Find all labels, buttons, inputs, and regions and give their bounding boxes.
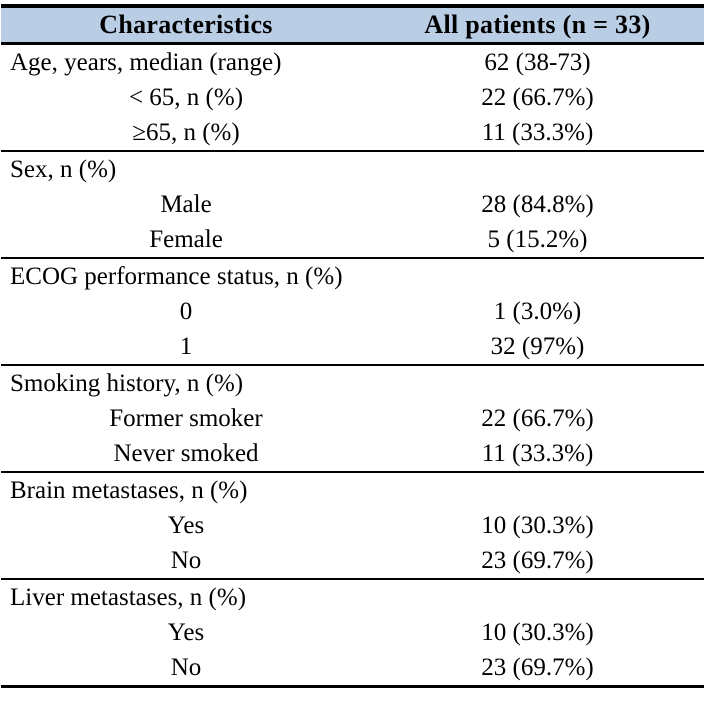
table-row: Brain metastases, n (%) (1, 472, 704, 508)
table-row: < 65, n (%) 22 (66.7%) (1, 80, 704, 115)
patient-characteristics-table: Characteristics All patients (n = 33) Ag… (1, 4, 704, 688)
row-label: Female (149, 226, 223, 253)
table-row: Yes 10 (30.3%) (1, 508, 704, 543)
row-value (371, 151, 704, 187)
row-label: Liver metastases, n (%) (10, 584, 247, 611)
table-row: No 23 (69.7%) (1, 650, 704, 687)
table-row: Smoking history, n (%) (1, 365, 704, 401)
header-all-patients: All patients (n = 33) (371, 6, 704, 45)
section-ecog: ECOG performance status, n (%) 0 1 (3.0%… (1, 258, 704, 365)
row-value: 22 (66.7%) (481, 405, 594, 432)
row-label: Brain metastases, n (%) (10, 477, 248, 504)
section-smoking: Smoking history, n (%) Former smoker 22 … (1, 365, 704, 472)
table-row: 0 1 (3.0%) (1, 294, 704, 329)
row-label: Never smoked (113, 440, 259, 467)
row-label: ≥65, n (%) (132, 119, 240, 146)
table-header: Characteristics All patients (n = 33) (1, 6, 704, 45)
header-characteristics: Characteristics (1, 6, 371, 45)
table-row: Yes 10 (30.3%) (1, 615, 704, 650)
table-row: Former smoker 22 (66.7%) (1, 401, 704, 436)
row-value: 62 (38-73) (484, 49, 591, 76)
row-value: 22 (66.7%) (481, 84, 594, 111)
row-label: Sex, n (%) (10, 156, 117, 183)
row-value: 23 (69.7%) (481, 654, 594, 681)
row-value: 10 (30.3%) (481, 619, 594, 646)
table-row: 1 32 (97%) (1, 329, 704, 365)
row-value: 11 (33.3%) (481, 119, 594, 146)
row-label: No (170, 547, 202, 574)
section-age: Age, years, median (range) 62 (38-73) < … (1, 44, 704, 152)
section-brain-metastases: Brain metastases, n (%) Yes 10 (30.3%) N… (1, 472, 704, 579)
row-label: 1 (179, 333, 193, 360)
row-value: 5 (15.2%) (487, 226, 588, 253)
header-row: Characteristics All patients (n = 33) (1, 6, 704, 45)
row-value (371, 579, 704, 615)
table-row: ≥65, n (%) 11 (33.3%) (1, 115, 704, 151)
table-row: Male 28 (84.8%) (1, 187, 704, 222)
table-row: ECOG performance status, n (%) (1, 258, 704, 294)
row-label: Yes (167, 512, 205, 539)
row-label: 0 (179, 298, 193, 325)
table-row: Liver metastases, n (%) (1, 579, 704, 615)
row-label: Age, years, median (range) (10, 49, 282, 76)
row-value: 28 (84.8%) (481, 191, 594, 218)
row-value: 1 (3.0%) (493, 298, 582, 325)
table-row: Never smoked 11 (33.3%) (1, 436, 704, 472)
row-value: 10 (30.3%) (481, 512, 594, 539)
row-label: < 65, n (%) (128, 84, 244, 111)
table-row: Age, years, median (range) 62 (38-73) (1, 44, 704, 81)
row-value (371, 258, 704, 294)
row-value: 11 (33.3%) (481, 440, 594, 467)
row-label: Smoking history, n (%) (10, 370, 244, 397)
row-label: ECOG performance status, n (%) (10, 263, 343, 290)
row-value (371, 472, 704, 508)
row-label: Former smoker (109, 405, 263, 432)
row-value (371, 365, 704, 401)
table-row: No 23 (69.7%) (1, 543, 704, 579)
section-sex: Sex, n (%) Male 28 (84.8%) Female 5 (15.… (1, 151, 704, 258)
row-label: Male (160, 191, 212, 218)
section-liver-metastases: Liver metastases, n (%) Yes 10 (30.3%) N… (1, 579, 704, 687)
table-row: Sex, n (%) (1, 151, 704, 187)
row-value: 23 (69.7%) (481, 547, 594, 574)
row-label: Yes (167, 619, 205, 646)
table-row: Female 5 (15.2%) (1, 222, 704, 258)
row-value: 32 (97%) (490, 333, 585, 360)
row-label: No (170, 654, 202, 681)
